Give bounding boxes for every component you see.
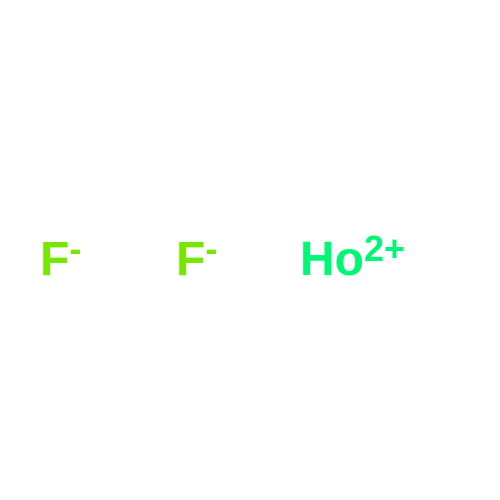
holmium-ion: Ho 2+: [300, 236, 405, 284]
atom-symbol: F: [40, 236, 69, 284]
atom-charge: -: [69, 231, 81, 267]
fluoride-ion-2: F -: [176, 236, 217, 284]
atom-charge: -: [205, 231, 217, 267]
fluoride-ion-1: F -: [40, 236, 81, 284]
atom-symbol: F: [176, 236, 205, 284]
atom-charge: 2+: [364, 231, 405, 267]
atom-symbol: Ho: [300, 236, 364, 284]
